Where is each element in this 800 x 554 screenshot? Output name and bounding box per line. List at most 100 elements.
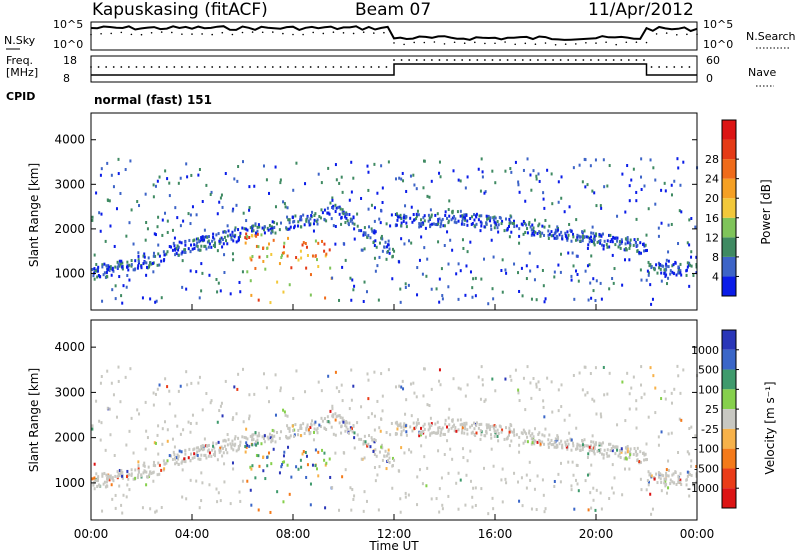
velocity-cell bbox=[188, 447, 191, 451]
power-cell bbox=[184, 240, 187, 244]
power-cell bbox=[689, 263, 692, 267]
velocity-cell bbox=[220, 445, 223, 449]
power-cell bbox=[439, 225, 442, 229]
power-cell bbox=[185, 287, 188, 291]
power-cell bbox=[395, 223, 398, 227]
velocity-cell bbox=[256, 438, 259, 442]
power-cell bbox=[599, 241, 602, 245]
power-cell bbox=[237, 228, 240, 232]
time-axis-ticks: 00:00 04:00 08:00 12:00 16:00 20:00 00:00 bbox=[74, 304, 714, 541]
velocity-cell bbox=[581, 445, 584, 449]
power-cell bbox=[248, 185, 251, 189]
velocity-cell bbox=[266, 435, 269, 439]
power-cell bbox=[595, 204, 598, 208]
power-data-cells bbox=[91, 157, 699, 306]
power-cell bbox=[145, 261, 148, 265]
power-cell bbox=[418, 222, 421, 226]
velocity-cell bbox=[588, 445, 591, 449]
velocity-cell bbox=[532, 377, 535, 381]
velocity-cell bbox=[126, 483, 129, 487]
power-cell bbox=[524, 230, 527, 234]
velocity-cell bbox=[649, 472, 652, 476]
power-cell bbox=[367, 207, 370, 211]
power-cell bbox=[462, 246, 465, 250]
power-cell bbox=[367, 233, 370, 237]
velocity-cell bbox=[222, 451, 225, 455]
power-cell bbox=[560, 196, 563, 200]
velocity-cell bbox=[230, 444, 233, 448]
velocity-cell bbox=[230, 446, 233, 450]
velocity-cell bbox=[344, 421, 347, 425]
power-cell bbox=[577, 234, 580, 238]
power-cell bbox=[413, 218, 416, 222]
velocity-cell bbox=[633, 447, 636, 451]
power-cell bbox=[518, 241, 521, 245]
velocity-cell bbox=[166, 428, 169, 432]
nave-point bbox=[453, 59, 456, 61]
power-cell bbox=[350, 160, 353, 164]
power-cell bbox=[349, 276, 352, 280]
velocity-cell bbox=[680, 483, 683, 487]
power-cell bbox=[402, 215, 405, 219]
velocity-cell bbox=[249, 434, 252, 438]
velocity-cell bbox=[360, 405, 363, 409]
velocity-cell bbox=[518, 499, 521, 503]
velocity-cell bbox=[258, 434, 261, 438]
power-cell bbox=[383, 245, 386, 249]
velocity-cell bbox=[163, 462, 166, 466]
power-cell bbox=[581, 180, 584, 184]
velocity-cell bbox=[116, 470, 119, 474]
velocity-cell bbox=[250, 503, 253, 507]
power-cell bbox=[397, 215, 400, 219]
power-cell bbox=[163, 253, 166, 257]
noise-search-point bbox=[564, 43, 567, 45]
velocity-cell bbox=[440, 428, 443, 432]
velocity-cell bbox=[249, 465, 252, 469]
velocity-cell bbox=[606, 392, 609, 396]
power-cell bbox=[387, 160, 390, 164]
power-cell bbox=[113, 244, 116, 248]
velocity-cell bbox=[600, 443, 603, 447]
power-cell bbox=[161, 218, 164, 222]
power-cell bbox=[136, 200, 139, 204]
power-cell bbox=[324, 296, 327, 300]
power-cell bbox=[352, 288, 355, 292]
power-cell bbox=[596, 240, 599, 244]
velocity-cell bbox=[248, 393, 251, 397]
velocity-cell bbox=[592, 498, 595, 502]
velocity-cell bbox=[376, 399, 379, 403]
velocity-cell bbox=[388, 460, 391, 464]
power-cell bbox=[239, 234, 242, 238]
power-cell bbox=[483, 257, 486, 261]
velocity-cell bbox=[687, 473, 690, 477]
velocity-cell bbox=[396, 427, 399, 431]
velocity-cell bbox=[686, 474, 689, 478]
velocity-cell bbox=[670, 401, 673, 405]
power-cell bbox=[165, 252, 168, 256]
power-cell bbox=[242, 211, 245, 215]
power-cell bbox=[431, 222, 434, 226]
velocity-cell bbox=[208, 483, 211, 487]
power-cell bbox=[121, 265, 124, 269]
power-cell bbox=[215, 277, 218, 281]
velocity-cell bbox=[251, 438, 254, 442]
velocity-cell bbox=[156, 473, 159, 477]
velocity-cell bbox=[447, 428, 450, 432]
power-cell bbox=[579, 235, 582, 239]
velocity-cell bbox=[650, 512, 653, 516]
power-cell bbox=[105, 270, 108, 274]
nave-label: Nave bbox=[748, 66, 776, 79]
noise-left-tick-high: 10^5 bbox=[53, 18, 83, 31]
power-cell bbox=[117, 157, 120, 161]
power-cell bbox=[602, 247, 605, 251]
power-cell bbox=[249, 279, 252, 283]
power-cell bbox=[399, 287, 402, 291]
velocity-cell bbox=[609, 442, 612, 446]
power-cell bbox=[542, 197, 545, 201]
velocity-cell bbox=[520, 476, 523, 480]
velocity-cell bbox=[226, 443, 229, 447]
velocity-cell bbox=[593, 443, 596, 447]
velocity-cell bbox=[246, 443, 249, 447]
power-cell bbox=[421, 221, 424, 225]
time-tick-label: 20:00 bbox=[579, 527, 614, 541]
